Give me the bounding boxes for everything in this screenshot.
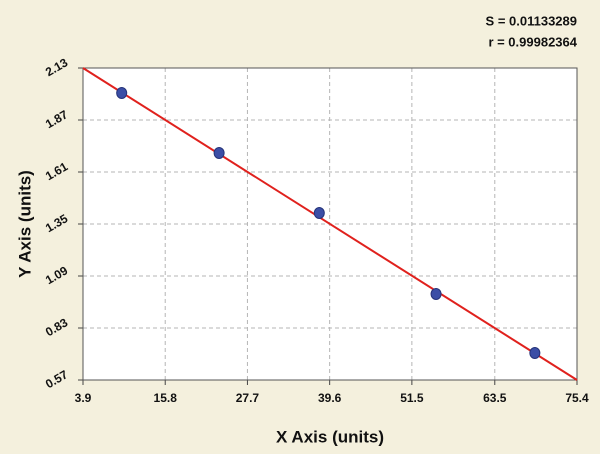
x-tick-label: 51.5 [400, 391, 424, 405]
data-point [529, 347, 541, 359]
data-point [116, 87, 128, 99]
x-axis-title: X Axis (units) [276, 427, 384, 446]
data-point [313, 207, 325, 219]
y-axis-title: Y Axis (units) [15, 170, 34, 278]
fit-line [82, 67, 578, 381]
stat-r: r = 0.99982364 [488, 34, 577, 49]
data-point [430, 288, 442, 300]
x-tick-label: 75.4 [565, 391, 589, 405]
y-tick-label: 1.87 [43, 107, 71, 131]
stat-s: S = 0.01133289 [486, 13, 577, 28]
y-tick-label: 1.35 [43, 211, 71, 235]
x-tick-label: 63.5 [483, 391, 507, 405]
y-tick-label: 2.13 [43, 55, 71, 79]
y-tick-label: 0.83 [43, 315, 71, 339]
x-tick-label: 3.9 [75, 391, 92, 405]
y-tick-label: 1.61 [43, 159, 71, 183]
y-tick-label: 1.09 [43, 263, 71, 287]
y-tick-label: 0.57 [43, 367, 71, 391]
x-tick-label: 27.7 [236, 391, 260, 405]
data-point [213, 147, 225, 159]
x-tick-label: 15.8 [154, 391, 178, 405]
plot-border [82, 67, 578, 381]
x-tick-label: 39.6 [318, 391, 342, 405]
